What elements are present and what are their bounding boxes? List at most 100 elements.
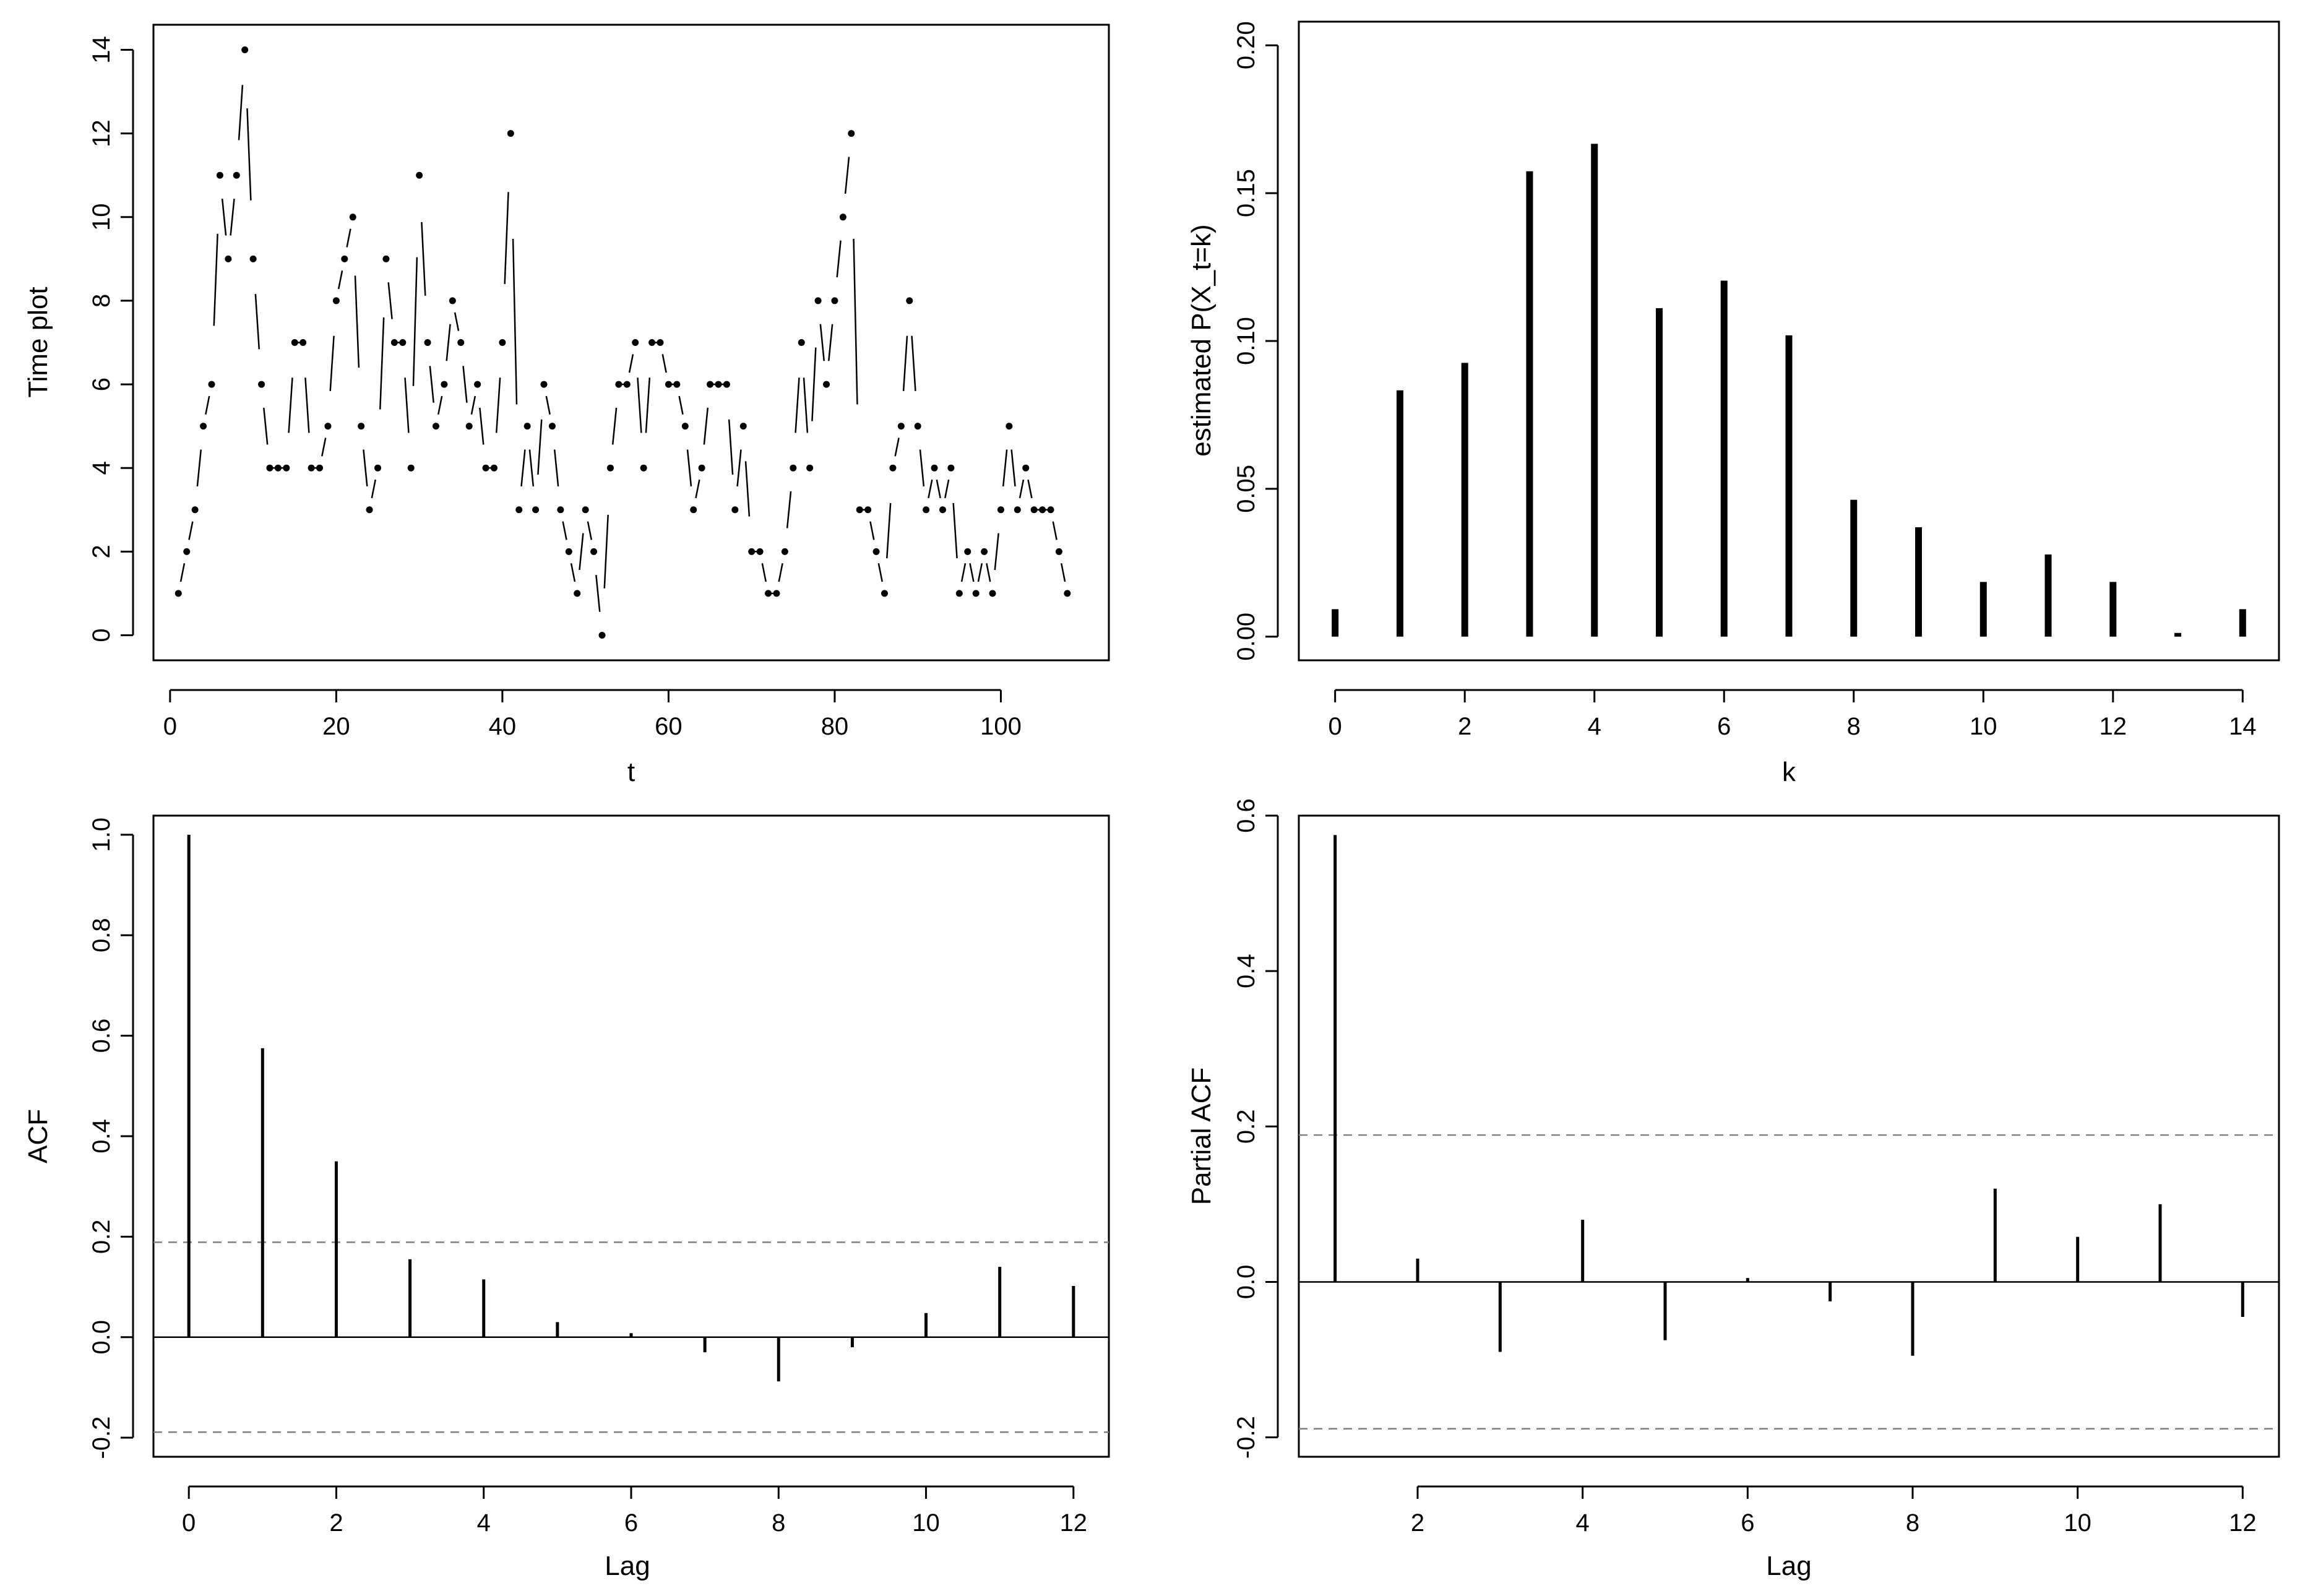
time-plot-segment	[928, 479, 933, 499]
time-plot-point	[449, 297, 456, 304]
time-plot-segment	[637, 377, 642, 433]
pacf-x-axis: 2 4 6 8 10 12	[1411, 1485, 2257, 1537]
time-plot-segment	[553, 449, 559, 487]
time-plot-segment	[579, 533, 584, 571]
time-plot-point	[241, 46, 249, 54]
time-plot-segment	[570, 563, 576, 582]
time-plot-point	[523, 423, 531, 430]
acf-panel: 0 2 4 6 8 10 12 -0.2 0.0 0.2 0.4 0.6 0.8 1.0 Lag ACF	[23, 814, 1110, 1581]
time-y-tick-label: 6	[88, 377, 115, 391]
pacf-y-tick-label: 0.4	[1233, 954, 1260, 988]
time-plot-point	[490, 464, 497, 472]
time-plot-point	[191, 506, 199, 514]
time-plot-point	[1055, 548, 1062, 555]
time-plot-segment	[1060, 563, 1066, 582]
time-plot-point	[765, 590, 772, 597]
time-plot-point	[781, 548, 788, 555]
time-plot-point	[823, 381, 830, 388]
time-plot-segment	[213, 233, 218, 326]
time-plot-segment	[994, 533, 999, 571]
time-plot-point	[424, 339, 431, 346]
time-plot-x-title: t	[627, 757, 635, 787]
pacf-marks	[1299, 835, 2279, 1430]
time-plot-segment	[877, 563, 883, 582]
pacf-frame	[1298, 814, 2280, 1458]
time-plot-segment	[960, 563, 967, 582]
acf-y-tick-label: 0.4	[88, 1119, 115, 1154]
time-plot-segment	[421, 222, 426, 296]
acf-x-title: Lag	[605, 1551, 650, 1581]
time-plot-point	[648, 339, 656, 346]
time-plot-segment	[221, 198, 227, 236]
time-plot-point	[897, 423, 905, 430]
time-plot-segment	[695, 479, 700, 499]
acf-y-tick-label: -0.2	[88, 1417, 115, 1459]
time-y-tick-label: 0	[88, 628, 115, 642]
time-plot-point	[233, 171, 240, 179]
time-plot-segment	[686, 449, 692, 487]
time-plot-segment	[944, 479, 950, 499]
pmf-x-tick-label: 8	[1847, 713, 1861, 740]
time-plot-segment	[179, 563, 186, 582]
time-x-tick-label: 40	[489, 713, 517, 740]
time-plot-point	[349, 214, 356, 221]
time-plot-point	[598, 631, 606, 639]
time-plot-marks	[174, 46, 1071, 639]
time-plot-point	[1039, 506, 1046, 514]
acf-x-tick-label: 6	[624, 1509, 638, 1537]
time-plot-segment	[1052, 521, 1057, 540]
time-plot-point	[457, 339, 465, 346]
time-plot-point	[1006, 423, 1013, 430]
time-plot-point	[557, 506, 564, 514]
pmf-y-tick-label: 0.20	[1233, 21, 1260, 69]
time-plot-segment	[587, 521, 593, 540]
time-y-tick-label: 14	[88, 36, 115, 64]
pmf-x-title: k	[1782, 757, 1796, 787]
time-plot-point	[374, 464, 382, 472]
time-plot-segment	[429, 366, 434, 403]
time-x-tick-label: 100	[980, 713, 1022, 740]
time-plot-point	[606, 464, 614, 472]
time-plot-segment	[512, 238, 518, 405]
time-plot-segment	[462, 366, 468, 403]
acf-x-axis: 0 2 4 6 8 10 12	[182, 1485, 1087, 1537]
time-plot-segment	[404, 377, 410, 433]
time-plot-point	[474, 381, 481, 388]
time-plot-point	[848, 130, 855, 137]
time-plot-segment	[437, 395, 443, 415]
pmf-y-title: estimated P(X_t=k)	[1186, 224, 1217, 456]
time-plot-point	[266, 464, 274, 472]
time-plot-segment	[246, 108, 252, 201]
time-plot-point	[291, 339, 298, 346]
time-plot-segment	[952, 503, 958, 559]
pacf-x-tick-label: 4	[1576, 1509, 1590, 1537]
time-plot-segment	[537, 419, 543, 475]
time-x-tick-label: 60	[655, 713, 683, 740]
time-plot-segment	[811, 347, 817, 421]
pmf-panel: 0 2 4 6 8 10 12 14 0.00 0.05 0.10 0.15 0.20 k estim…	[1186, 20, 2280, 787]
time-plot-segment	[454, 312, 460, 331]
acf-x-tick-label: 0	[182, 1509, 196, 1537]
time-plot-point	[582, 506, 589, 514]
time-plot-point	[989, 590, 996, 597]
time-plot-point	[914, 423, 921, 430]
time-plot-point	[465, 423, 473, 430]
time-plot-point	[515, 506, 523, 514]
time-plot-point	[1047, 506, 1054, 514]
time-plot-segment	[828, 324, 833, 361]
time-plot-point	[623, 381, 631, 388]
time-y-tick-label: 4	[88, 461, 115, 475]
time-plot-point	[707, 381, 714, 388]
time-plot-segment	[836, 240, 842, 278]
time-plot-point	[482, 464, 489, 472]
acf-y-tick-label: 0.2	[88, 1220, 115, 1254]
pacf-y-axis: -0.2 0.0 0.2 0.4 0.6	[1233, 798, 1279, 1459]
time-plot-segment	[188, 521, 194, 540]
pacf-panel: 2 4 6 8 10 12 -0.2 0.0 0.2 0.4 0.6 Lag Partial AC…	[1186, 798, 2280, 1581]
time-plot-segment	[238, 85, 244, 140]
time-plot-segment	[736, 449, 742, 487]
time-plot-segment	[936, 479, 941, 499]
time-plot-segment	[337, 270, 343, 290]
time-plot-point	[964, 548, 971, 555]
